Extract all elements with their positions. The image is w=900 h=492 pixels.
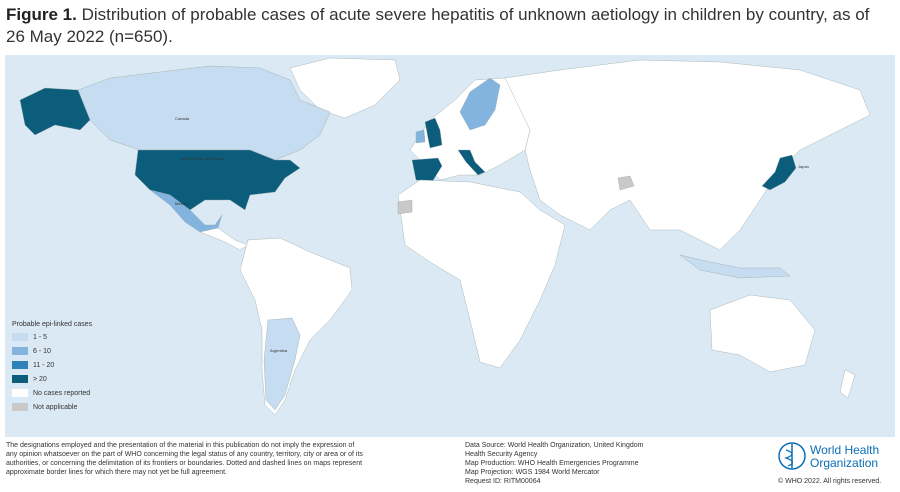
- legend-swatch: [12, 389, 28, 397]
- country-label: Argentina: [270, 348, 288, 353]
- country-label: United States of America: [180, 156, 225, 161]
- disclaimer-line: authorities, or concerning the delimitat…: [6, 460, 362, 467]
- legend: 1 - 5 6 - 10 11 - 20 > 20 No cases reported N…: [12, 333, 90, 411]
- source-line: Health Security Agency: [465, 451, 538, 458]
- asia: [504, 59, 871, 251]
- alaska: [19, 87, 91, 136]
- argentina: [263, 317, 301, 411]
- mexico: [149, 189, 223, 233]
- source-line: Request ID: RITM00064: [465, 478, 541, 485]
- logo-text: Organization: [810, 456, 878, 470]
- title: Figure 1. Distribution of probable cases…: [6, 4, 886, 48]
- western-sahara: [397, 199, 413, 215]
- legend-swatch: [12, 403, 28, 411]
- country-label: Japan: [798, 164, 809, 169]
- legend-swatch: [12, 333, 28, 341]
- ireland: [415, 129, 426, 144]
- legend-label: Not applicable: [33, 404, 77, 411]
- legend-label: 6 - 10: [33, 348, 51, 355]
- legend-label: > 20: [33, 376, 47, 383]
- logo-text: World Health: [810, 443, 879, 457]
- legend-swatch: [12, 361, 28, 369]
- country-label: Canada: [175, 116, 190, 121]
- legend-swatch: [12, 375, 28, 383]
- figure-title: Distribution of probable cases of acute …: [6, 5, 870, 46]
- canada: [77, 65, 331, 161]
- greenland: [289, 57, 401, 119]
- who-logo: World Health Organization: [778, 442, 879, 470]
- legend-swatch: [12, 347, 28, 355]
- disclaimer: The designations employed and the presen…: [6, 442, 363, 476]
- figure-label: Figure 1.: [6, 5, 77, 24]
- africa: [397, 179, 566, 369]
- source-line: Map Production: WHO Health Emergencies P…: [465, 460, 639, 467]
- copyright: © WHO 2022. All rights reserved.: [778, 477, 881, 485]
- spain: [411, 157, 443, 183]
- new-zealand: [839, 369, 856, 399]
- legend-label: 11 - 20: [33, 362, 54, 369]
- disclaimer-line: any opinion whatsoever on the part of WH…: [6, 451, 363, 458]
- legend-label: No cases reported: [33, 390, 90, 397]
- uk: [424, 117, 443, 149]
- legend-title: Probable epi-linked cases: [12, 321, 93, 328]
- scandinavia: [459, 77, 501, 131]
- australia: [709, 294, 816, 373]
- japan: [761, 154, 797, 191]
- kashmir: [617, 175, 635, 191]
- source-line: Map Projection: WGS 1984 World Mercator: [465, 469, 600, 476]
- indonesia: [679, 254, 791, 279]
- legend-label: 1 - 5: [33, 334, 47, 341]
- source-line: Data Source: World Health Organization, …: [465, 442, 644, 449]
- country-label: Mexico: [175, 201, 188, 206]
- disclaimer-line: approximate border lines for which there…: [6, 469, 227, 476]
- data-source: Data Source: World Health Organization, …: [465, 442, 644, 485]
- disclaimer-line: The designations employed and the presen…: [6, 442, 354, 449]
- italy: [457, 149, 486, 176]
